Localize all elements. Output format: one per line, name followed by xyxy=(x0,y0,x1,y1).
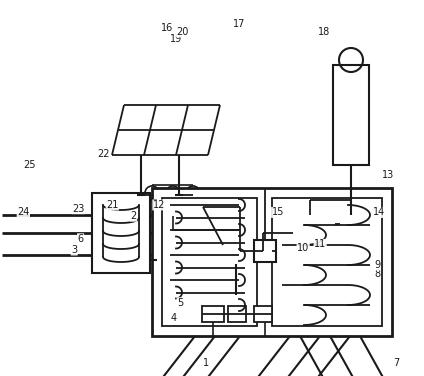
Text: 10: 10 xyxy=(297,243,309,253)
Text: 14: 14 xyxy=(374,208,385,217)
Bar xyxy=(272,198,382,326)
Bar xyxy=(333,65,369,165)
Text: 16: 16 xyxy=(162,23,173,33)
Bar xyxy=(254,306,272,322)
Bar xyxy=(142,198,162,216)
Text: 3: 3 xyxy=(71,245,77,255)
Bar xyxy=(202,306,224,322)
Text: 23: 23 xyxy=(72,204,85,214)
Bar xyxy=(223,238,249,264)
Text: 25: 25 xyxy=(23,161,36,170)
Text: 24: 24 xyxy=(17,208,30,217)
Text: 9: 9 xyxy=(374,260,380,270)
Bar xyxy=(293,215,335,253)
Text: 1: 1 xyxy=(203,358,209,368)
Bar xyxy=(254,240,276,262)
Text: 5: 5 xyxy=(177,298,183,308)
Bar xyxy=(162,198,257,326)
Text: 17: 17 xyxy=(233,20,246,29)
Bar xyxy=(92,193,150,273)
Text: 13: 13 xyxy=(382,170,394,180)
Text: 6: 6 xyxy=(78,234,84,244)
Text: 12: 12 xyxy=(153,200,165,210)
Bar xyxy=(340,220,362,250)
Text: 2: 2 xyxy=(131,211,137,221)
Text: 15: 15 xyxy=(271,208,284,217)
Text: 21: 21 xyxy=(106,200,119,210)
Bar xyxy=(152,188,392,336)
Text: 8: 8 xyxy=(374,270,380,279)
Bar xyxy=(183,198,203,216)
Text: 7: 7 xyxy=(393,358,399,368)
Text: 22: 22 xyxy=(98,149,110,159)
Text: 11: 11 xyxy=(314,240,326,249)
Bar xyxy=(340,215,362,233)
Text: 18: 18 xyxy=(318,27,330,37)
Bar xyxy=(228,306,246,322)
Text: 19: 19 xyxy=(170,35,182,44)
Text: 20: 20 xyxy=(176,27,189,37)
Text: 4: 4 xyxy=(171,313,177,323)
Bar xyxy=(163,198,183,216)
